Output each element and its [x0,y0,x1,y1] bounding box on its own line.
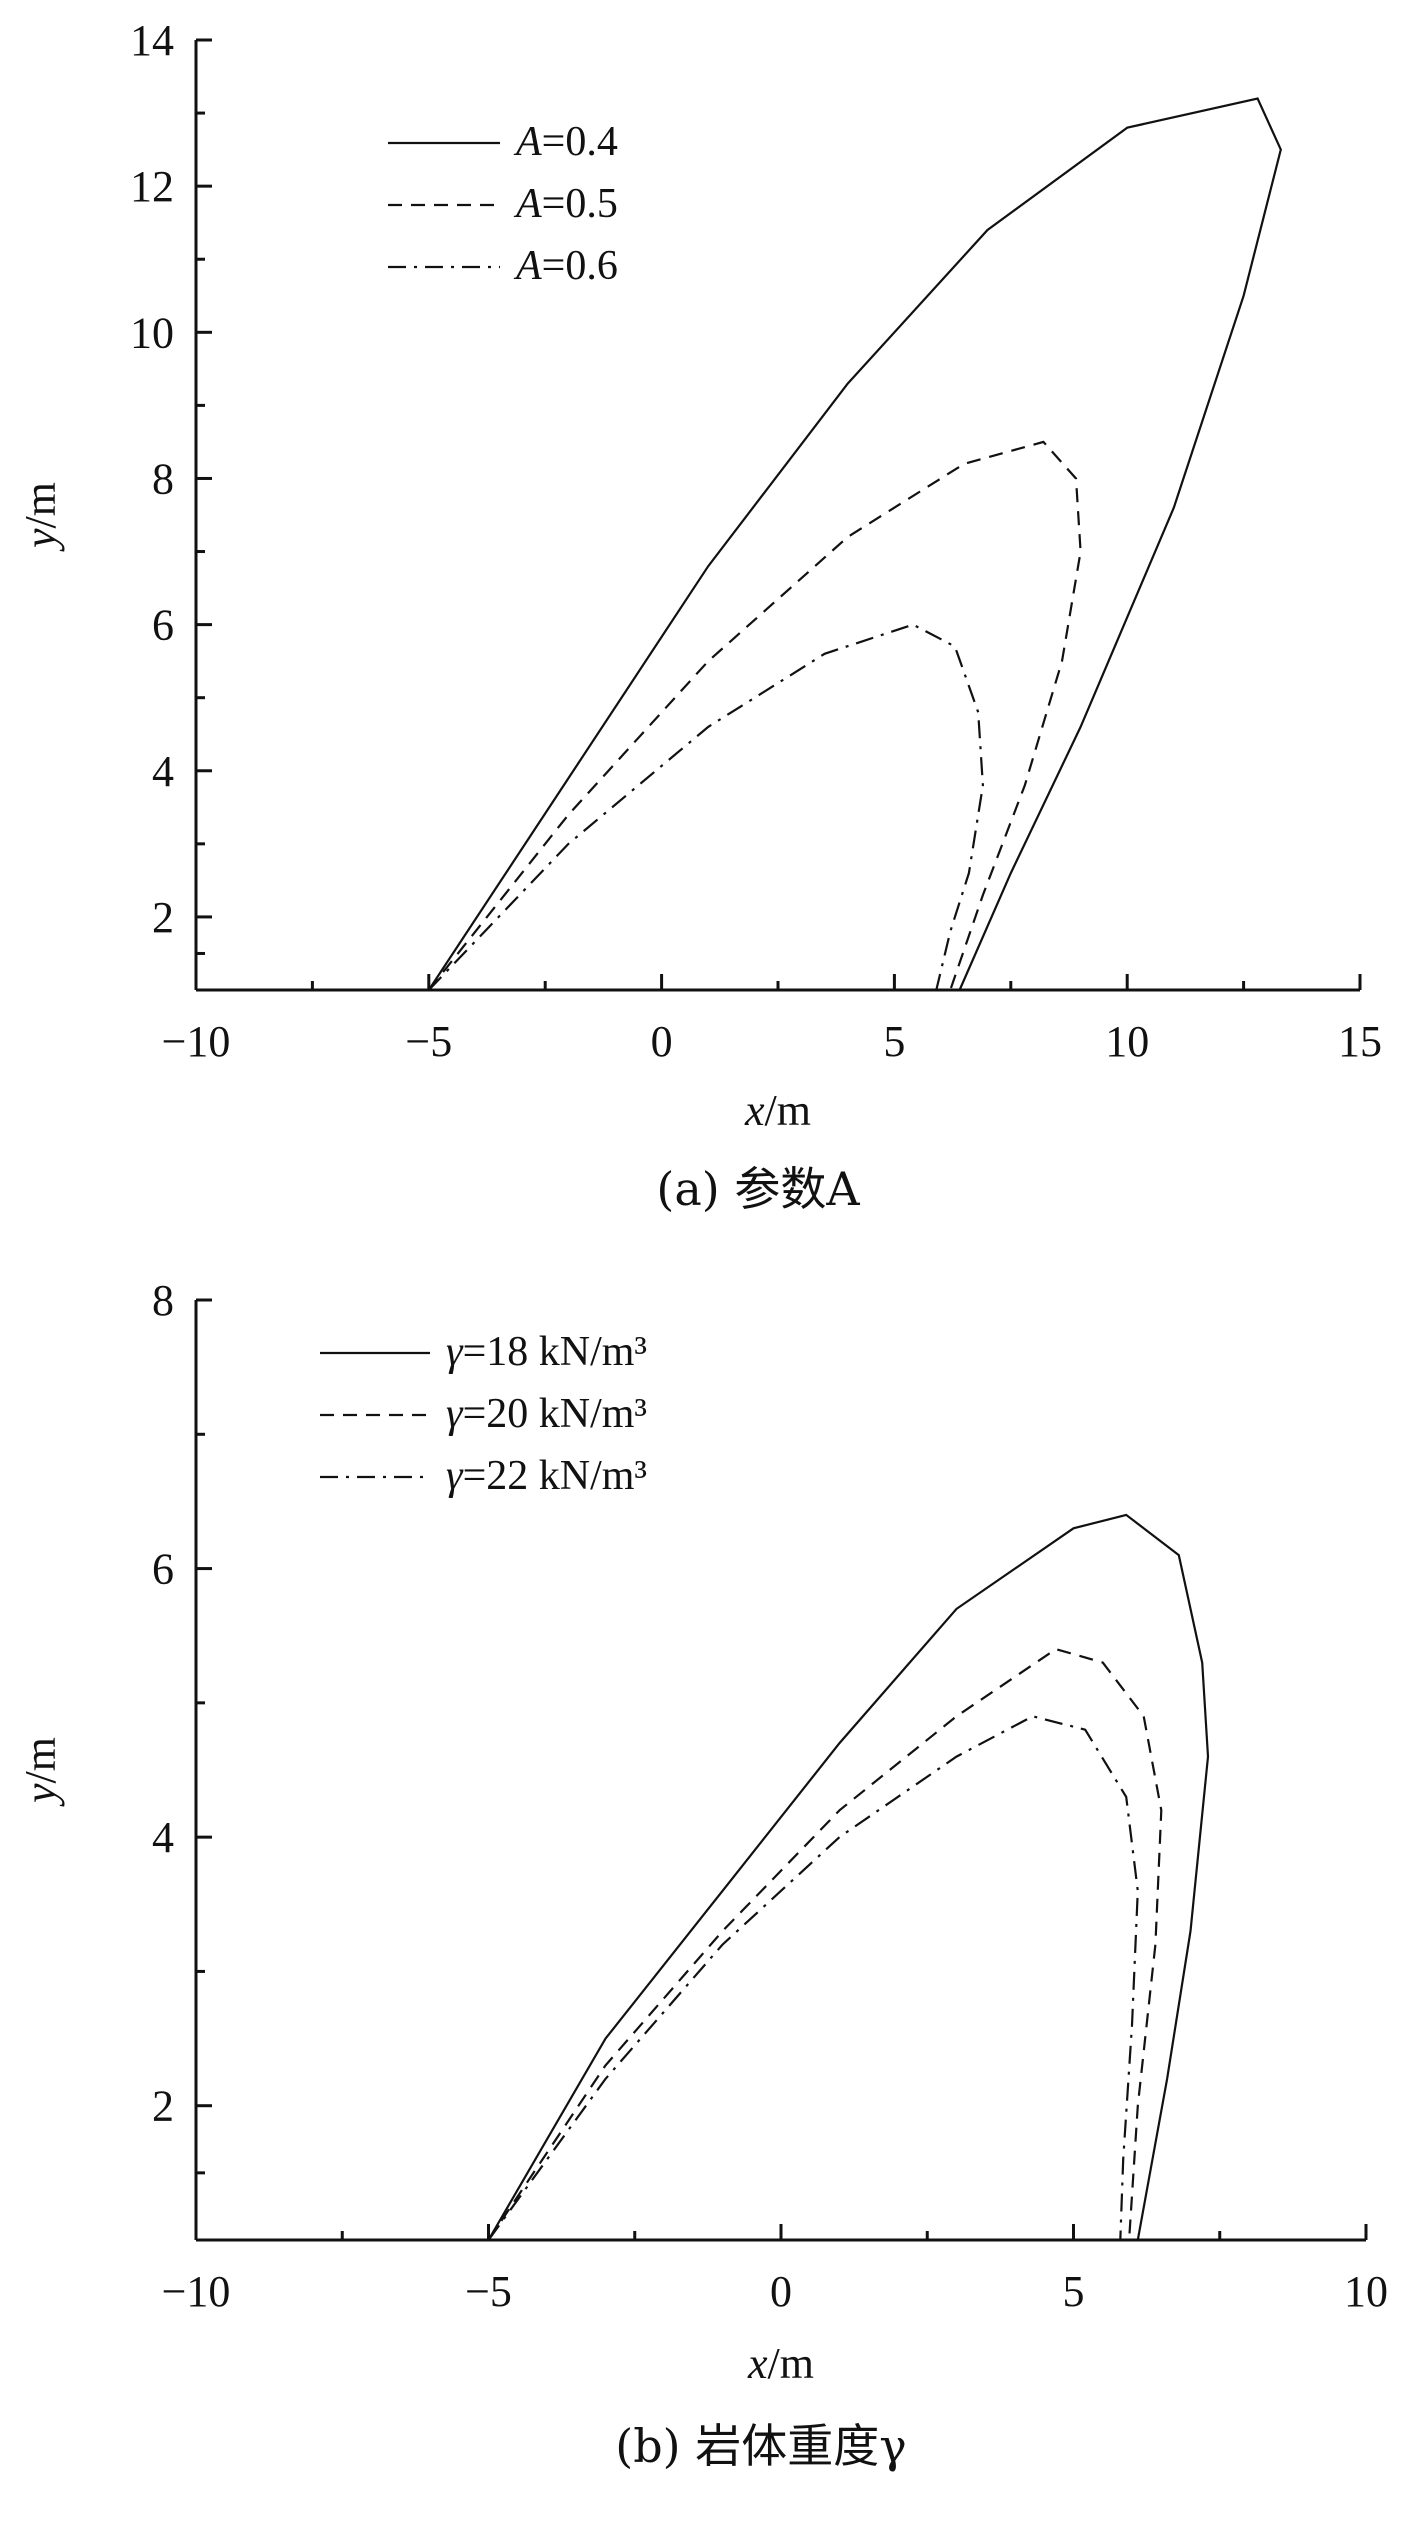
y-tick-label: 2 [152,2082,174,2131]
x-tick-label: −5 [465,2267,512,2316]
chart-panel-b: −10 −5 0 5 10 2 4 6 8 x/m y/m γ=18 kN/m³ γ=20 kN/m³ γ… [16,1276,1388,2473]
x-axis-label: x/m [744,1086,811,1135]
y-tick-label: 4 [152,747,174,796]
series-line [427,97,1282,991]
panel-caption: (b) 岩体重度γ [615,2419,906,2473]
x-tick-label: 0 [651,1017,673,1066]
legend-label: γ=20 kN/m³ [446,1391,647,1437]
series-line [487,1715,1139,2241]
legend-label: A=0.5 [513,181,618,227]
x-axis-label: x/m [747,2339,814,2388]
y-axis-label: y/m [16,482,65,552]
y-tick-label: 4 [152,1813,174,1862]
y-tick-label: 2 [152,893,174,942]
series-line [427,440,1082,991]
y-axis-label: y/m [16,1737,65,1807]
y-tick-label: 6 [152,601,174,650]
x-tick-label: 15 [1338,1017,1382,1066]
y-tick-label: 6 [152,1545,174,1594]
panel-caption: (a) 参数A [656,1162,860,1216]
x-tick-label: 10 [1344,2267,1388,2316]
x-tick-label: −10 [162,1017,231,1066]
x-tick-label: 5 [883,1017,905,1066]
legend-label: γ=22 kN/m³ [446,1453,647,1499]
x-tick-label: −5 [405,1017,452,1066]
legend-label: A=0.6 [513,243,618,289]
x-tick-label: 10 [1105,1017,1149,1066]
legend-label: A=0.4 [513,119,618,165]
y-tick-label: 8 [152,1276,174,1325]
series-line [428,623,985,991]
y-tick-label: 8 [152,454,174,503]
chart-panel-a: −10 −5 0 5 10 15 2 4 6 8 10 12 14 x/m y/m A=0.4 A=0.5 A=0… [16,16,1382,1216]
series-line [487,1513,1210,2241]
x-tick-label: −10 [162,2267,231,2316]
y-tick-label: 14 [130,16,174,65]
series-line [487,1647,1163,2241]
y-tick-label: 12 [130,162,174,211]
y-tick-label: 10 [130,308,174,357]
x-tick-label: 0 [770,2267,792,2316]
legend-label: γ=18 kN/m³ [446,1329,647,1375]
x-tick-label: 5 [1063,2267,1085,2316]
